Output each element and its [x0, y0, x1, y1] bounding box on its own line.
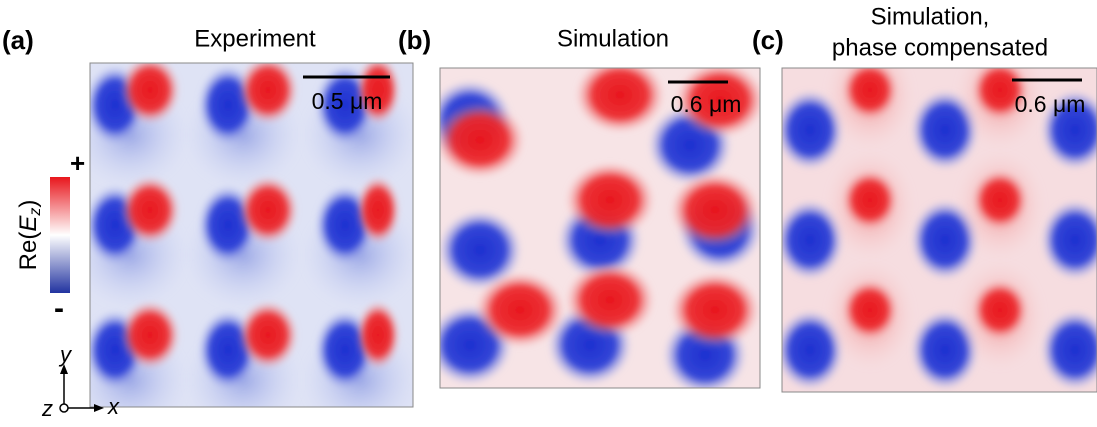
- field-lobe: [238, 63, 298, 124]
- panel-label: (b): [398, 25, 431, 55]
- scale-bar-label: 0.6 μm: [1015, 91, 1086, 117]
- field-lobe: [1041, 200, 1097, 280]
- field-lobe: [120, 63, 180, 124]
- map-frame: [89, 62, 414, 408]
- field-lobe: [670, 272, 760, 348]
- field-lobe: [1041, 90, 1097, 170]
- simulation-map: [440, 68, 760, 388]
- panel-title: phase compensated: [832, 34, 1048, 61]
- field-lobe: [120, 176, 180, 244]
- field-lobe: [440, 210, 522, 290]
- compensated-map: [782, 68, 1097, 392]
- field-lobe: [842, 280, 898, 340]
- field-lobe: [440, 102, 525, 178]
- panel-title: Experiment: [194, 25, 316, 52]
- field-lobe: [575, 68, 665, 133]
- axis-label: x: [107, 394, 120, 419]
- axis-label: y: [58, 342, 73, 367]
- field-lobe: [565, 262, 655, 338]
- field-lobe: [842, 170, 898, 230]
- colorbar: [50, 177, 70, 293]
- axis-label: z: [41, 396, 53, 421]
- field-lobe: [972, 170, 1028, 230]
- map-frame: [439, 67, 761, 389]
- panel-label: (c): [752, 25, 784, 55]
- field-lobe: [120, 301, 180, 369]
- out-of-plane-axis: [59, 403, 69, 413]
- colorbar-max: +: [70, 148, 85, 178]
- arrow-head: [60, 364, 68, 374]
- field-lobe: [356, 301, 400, 369]
- arrow-head: [94, 404, 104, 412]
- label-text: Re(: [15, 232, 42, 271]
- experiment-map: [90, 63, 413, 407]
- field-lobe: [1041, 310, 1097, 390]
- colorbar-min: -: [54, 292, 64, 325]
- panel-title: Simulation,: [871, 3, 990, 30]
- field-lobe: [238, 176, 298, 244]
- label-text: ): [15, 200, 42, 208]
- field-lobe: [238, 301, 298, 369]
- label-symbol: E: [15, 215, 42, 232]
- scale-bar-label: 0.6 μm: [671, 91, 742, 117]
- field-lobe: [565, 162, 655, 238]
- panel-label: (a): [2, 25, 34, 55]
- field-lobe: [356, 176, 400, 244]
- scale-bar-label: 0.5 μm: [312, 88, 383, 114]
- field-lobe: [675, 68, 760, 138]
- map-frame: [781, 67, 1097, 393]
- panel-title: Simulation: [557, 25, 669, 52]
- label-subscript: z: [27, 208, 44, 217]
- field-lobe: [475, 272, 565, 348]
- field-lobe: [670, 172, 760, 248]
- field-lobe: [842, 68, 898, 120]
- field-lobe: [972, 280, 1028, 340]
- colorbar-label: Re(Ez): [15, 200, 44, 271]
